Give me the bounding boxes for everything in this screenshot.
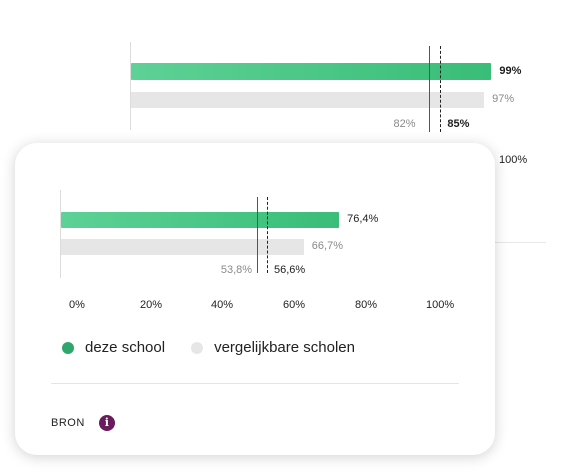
bar-compare [61, 239, 304, 255]
legend-item-school: deze school [62, 339, 165, 356]
x-tick-label: 60% [283, 299, 306, 311]
label-ref-solid: 53,8% [220, 264, 253, 276]
legend-dot-school [62, 341, 74, 354]
reference-line-dashed [267, 197, 269, 273]
reference-line-solid [256, 197, 258, 273]
bg-label-school: 99% [499, 65, 522, 77]
label-ref-dashed: 56,6% [274, 264, 306, 276]
legend-item-compare: vergelijkbare scholen [191, 339, 355, 356]
legend-label-compare: vergelijkbare scholen [214, 339, 355, 356]
x-tick-label: 80% [355, 299, 378, 311]
source-row: BRON i [51, 415, 115, 431]
label-compare: 66,7% [311, 240, 343, 252]
x-tick-label: 100% [426, 299, 455, 311]
bar-school [61, 212, 340, 228]
label-school: 76,4% [347, 213, 379, 225]
bg-bar-school [131, 63, 492, 80]
info-icon[interactable]: i [98, 415, 115, 431]
x-tick-label: 40% [211, 299, 234, 311]
legend: deze school vergelijkbare scholen [62, 339, 355, 356]
chart-card: 76,4% 66,7% 53,8% 56,6% 0% 20% 40% 60% 80% 10… [15, 143, 495, 455]
x-tick-label: 0% [69, 299, 85, 311]
source-label: BRON [51, 417, 85, 429]
bg-reference-line-dashed [440, 46, 442, 132]
bg-label-ref-dashed: 85% [447, 118, 470, 130]
legend-label-school: deze school [85, 339, 166, 356]
bg-label-ref-solid: 82% [393, 118, 416, 130]
chart-axis-line [60, 190, 61, 278]
bg-bar-compare [131, 92, 485, 108]
card-divider [51, 383, 459, 384]
bg-label-axis-end: 100% [499, 154, 528, 166]
bg-chart-axis-line [130, 42, 131, 130]
legend-dot-compare [191, 341, 204, 354]
x-tick-label: 20% [140, 299, 163, 311]
bg-reference-line-solid [429, 46, 431, 132]
bg-label-compare: 97% [492, 93, 515, 105]
bg-divider [480, 242, 546, 243]
